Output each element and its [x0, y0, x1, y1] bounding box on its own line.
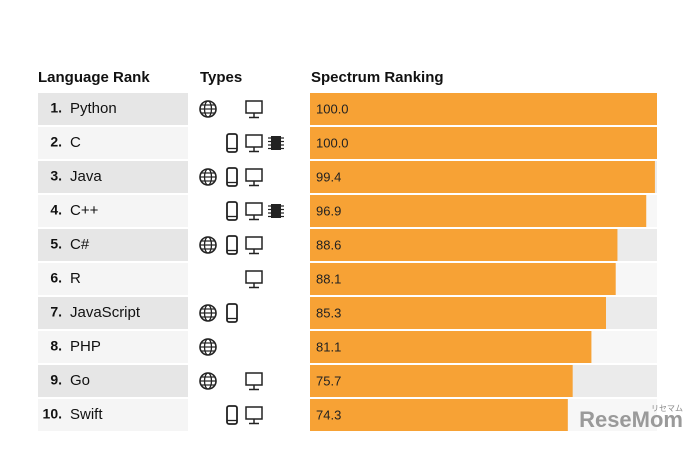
rank: 9. [50, 372, 62, 388]
language: Java [70, 168, 102, 185]
icon-mobile [226, 303, 238, 323]
bar [310, 93, 657, 125]
icon-desktop [245, 372, 263, 386]
bar [310, 331, 592, 363]
icon-mobile [226, 167, 238, 187]
rank: 1. [50, 100, 62, 116]
header: Types [200, 69, 242, 86]
rank: 7. [50, 304, 62, 320]
icon-mobile [226, 405, 238, 425]
value-label: 81.1 [316, 339, 341, 354]
bar [310, 229, 618, 261]
icon-desktop [245, 134, 263, 148]
language: Swift [70, 406, 103, 423]
language: R [70, 270, 81, 287]
rank: 5. [50, 236, 62, 252]
bar [310, 127, 657, 159]
bar [310, 365, 573, 397]
rank: 3. [50, 168, 62, 184]
row-bg [38, 127, 188, 159]
value-label: 75.7 [316, 373, 341, 388]
row-bg [38, 399, 188, 431]
watermark-small: リセマム [651, 404, 683, 413]
icon-embedded [271, 204, 281, 218]
icon-desktop [245, 202, 263, 216]
icon-desktop [245, 406, 263, 420]
bar [310, 297, 606, 329]
rank: 2. [50, 134, 62, 150]
row-bg [38, 229, 188, 261]
value-label: 99.4 [316, 169, 341, 184]
rank: 4. [50, 202, 62, 218]
icon-mobile [226, 201, 238, 221]
icon-mobile [226, 235, 238, 255]
icon-mobile [226, 133, 238, 153]
value-label: 88.6 [316, 237, 341, 252]
icon-embedded [271, 136, 281, 150]
language: C# [70, 236, 90, 253]
value-label: 74.3 [316, 407, 341, 422]
value-label: 88.1 [316, 271, 341, 286]
row-bg [38, 195, 188, 227]
bar [310, 161, 655, 193]
icon-desktop [245, 236, 263, 250]
language: C [70, 134, 81, 151]
row-bg [38, 93, 188, 125]
rank: 10. [43, 406, 62, 422]
bar [310, 195, 647, 227]
value-label: 100.0 [316, 101, 349, 116]
language: JavaScript [70, 304, 141, 321]
header: Spectrum Ranking [311, 69, 444, 86]
bar [310, 399, 568, 431]
watermark: ReseMom [579, 407, 683, 432]
language: PHP [70, 338, 101, 355]
icon-desktop [245, 100, 263, 114]
row-bg [38, 331, 188, 363]
row-bg [38, 297, 188, 329]
value-label: 100.0 [316, 135, 349, 150]
icon-desktop [245, 270, 263, 284]
language: Python [70, 100, 117, 117]
icon-desktop [245, 168, 263, 182]
row-bg [38, 365, 188, 397]
header: Language Rank [38, 69, 150, 86]
language: C++ [70, 202, 99, 219]
value-label: 96.9 [316, 203, 341, 218]
row-bg [38, 161, 188, 193]
rank: 8. [50, 338, 62, 354]
rank: 6. [50, 270, 62, 286]
language: Go [70, 372, 90, 389]
row-bg [38, 263, 188, 295]
value-label: 85.3 [316, 305, 341, 320]
bar [310, 263, 616, 295]
